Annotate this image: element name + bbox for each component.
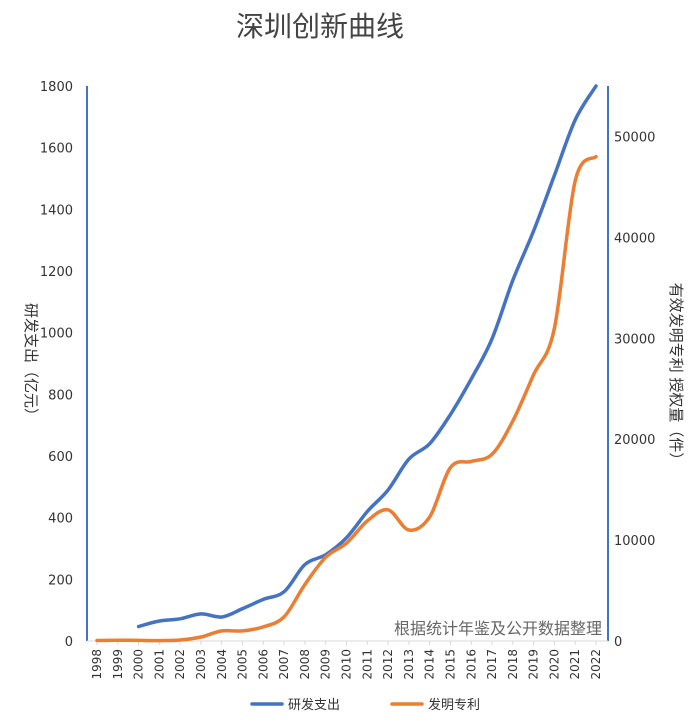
y-axis-label: 研发支出（亿元） <box>22 303 40 423</box>
legend: 研发支出 发明专利 <box>250 697 480 713</box>
legend-label: 研发支出 <box>288 697 340 713</box>
y2-tick-label: 20000 <box>614 433 655 448</box>
x-tick-label: 2006 <box>256 649 270 680</box>
x-tick-label: 2001 <box>152 649 166 680</box>
x-tick-label: 2018 <box>506 649 520 680</box>
y2-tick-label: 0 <box>614 635 622 650</box>
x-tick-label: 2002 <box>173 649 187 680</box>
x-tick-label: 2000 <box>132 649 146 680</box>
y2-tick-labels: 0 10000 20000 30000 40000 50000 <box>614 130 655 650</box>
x-tick-label: 2022 <box>589 649 603 680</box>
x-tick-label: 2021 <box>568 649 582 680</box>
y-tick-label: 0 <box>65 635 73 650</box>
y2-tick-label: 50000 <box>614 130 655 145</box>
y-tick-label: 600 <box>48 450 73 465</box>
y-tick-label: 1000 <box>40 327 73 342</box>
x-tick-label: 2007 <box>277 649 291 680</box>
y-tick-label: 200 <box>48 573 73 588</box>
y-tick-label: 1400 <box>40 203 73 218</box>
x-tick-label: 2008 <box>298 649 312 680</box>
y-tick-label: 800 <box>48 388 73 403</box>
chart-title: 深圳创新曲线 <box>236 10 404 43</box>
x-tick-label: 2015 <box>443 649 457 680</box>
x-tick-label: 2016 <box>464 649 478 680</box>
x-tick-labels: 1998 1999 2000 2001 2002 2003 2004 2005 2006 2007… <box>90 641 603 680</box>
x-tick-label: 2005 <box>236 649 250 680</box>
x-tick-label: 2010 <box>340 649 354 680</box>
y2-tick-label: 30000 <box>614 332 655 347</box>
x-tick-label: 2009 <box>319 649 333 680</box>
series-layer <box>95 84 598 643</box>
x-tick-label: 2013 <box>402 649 416 680</box>
x-tick-label: 1998 <box>90 649 104 680</box>
x-tick-label: 2003 <box>194 649 208 680</box>
y-tick-label: 1600 <box>40 142 73 157</box>
x-tick-label: 2011 <box>360 649 374 680</box>
y-tick-label: 400 <box>48 512 73 527</box>
y-tick-labels: 0 200 400 600 800 1000 1200 1400 1600 1800 <box>40 80 73 650</box>
y2-tick-label: 40000 <box>614 231 655 246</box>
x-tick-label: 2004 <box>215 649 229 680</box>
y-tick-label: 1800 <box>40 80 73 95</box>
series-line-rd-spending <box>136 84 598 629</box>
y2-tick-label: 10000 <box>614 534 655 549</box>
series-line-patents <box>95 154 598 643</box>
source-annotation: 根据统计年鉴及公开数据整理 <box>394 619 602 638</box>
legend-label: 发明专利 <box>428 697 480 713</box>
x-tick-label: 2014 <box>423 649 437 680</box>
x-tick-label: 2012 <box>381 649 395 680</box>
x-tick-label: 1999 <box>111 649 125 680</box>
y-tick-label: 1200 <box>40 265 73 280</box>
y2-axis-label: 有效发明专利 授权量（件） <box>667 283 685 468</box>
x-tick-label: 2017 <box>485 649 499 680</box>
x-tick-label: 2019 <box>527 649 541 680</box>
x-tick-label: 2020 <box>547 649 561 680</box>
